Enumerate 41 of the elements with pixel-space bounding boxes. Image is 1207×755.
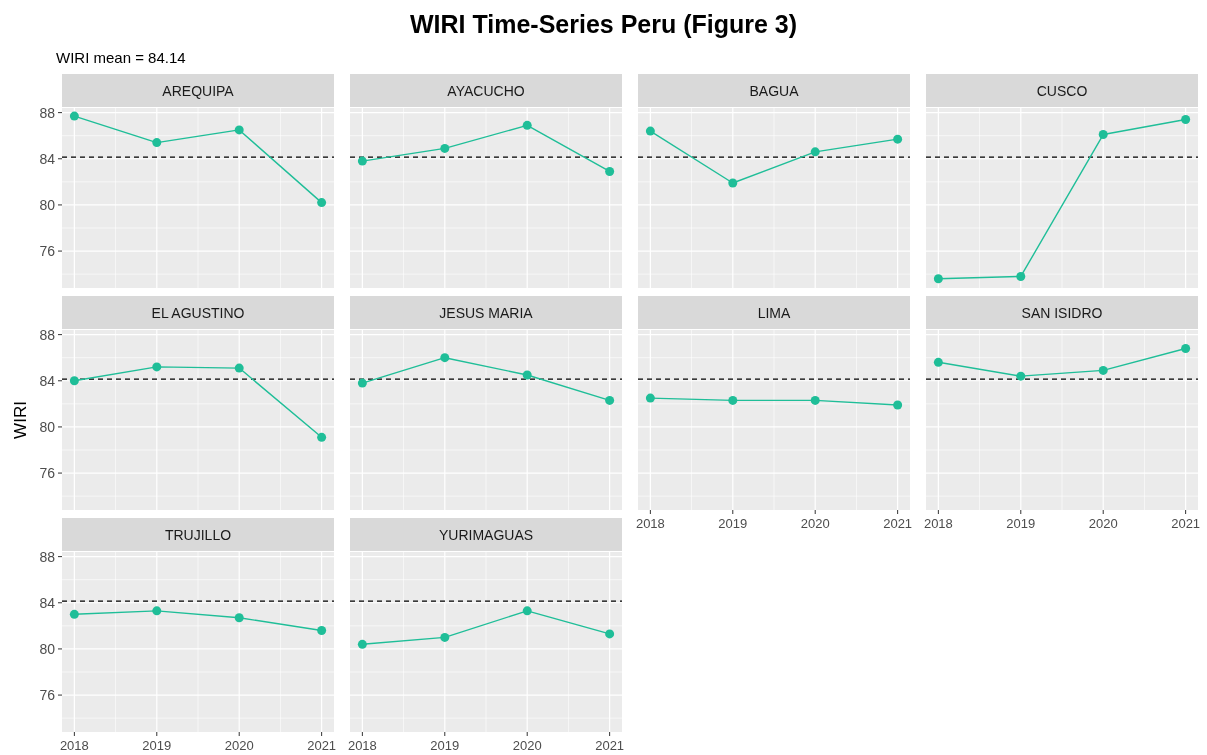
chart-title: EL AGUSTINO bbox=[151, 304, 245, 321]
x-tick-label: 2021 bbox=[1171, 516, 1201, 531]
chart-title: AREQUIPA bbox=[162, 82, 235, 99]
x-tick-label: 2021 bbox=[307, 738, 337, 753]
y-tick-label: 76 bbox=[39, 687, 56, 704]
x-tick-label: 2018 bbox=[635, 516, 665, 531]
chart-title: AYACUCHO bbox=[447, 82, 525, 99]
x-tick-label: 2018 bbox=[923, 516, 953, 531]
x-tick-label: 2020 bbox=[800, 516, 830, 531]
x-tick-label: 2019 bbox=[430, 738, 460, 753]
chart-title: CUSCO bbox=[1036, 82, 1088, 99]
text: WIRI Time-Series Peru (Figure 3) bbox=[409, 10, 798, 38]
x-tick-label: 2020 bbox=[224, 738, 254, 753]
y-tick-label: 80 bbox=[39, 196, 56, 213]
chart-title: LIMA bbox=[757, 304, 791, 321]
y-tick-label: 88 bbox=[39, 326, 56, 343]
x-tick-label: 2021 bbox=[883, 516, 913, 531]
chart-title: BAGUA bbox=[749, 82, 800, 99]
x-tick-label: 2021 bbox=[595, 738, 625, 753]
y-tick-label: 84 bbox=[39, 150, 56, 167]
y-tick-label: 88 bbox=[39, 548, 56, 565]
x-tick-label: 2020 bbox=[512, 738, 542, 753]
chart-title: JESUS MARIA bbox=[439, 304, 534, 321]
chart-title: TRUJILLO bbox=[164, 526, 232, 543]
y-tick-label: 76 bbox=[39, 465, 56, 482]
y-tick-label: 80 bbox=[39, 640, 56, 657]
x-tick-label: 2019 bbox=[718, 516, 748, 531]
y-tick-label: 88 bbox=[39, 104, 56, 121]
x-tick-label: 2018 bbox=[59, 738, 89, 753]
y-axis-title: WIRI bbox=[11, 401, 30, 439]
y-tick-label: 84 bbox=[39, 372, 56, 389]
y-tick-label: 76 bbox=[39, 243, 56, 260]
y-tick-label: 84 bbox=[39, 594, 56, 611]
text: WIRI mean = 84.14 bbox=[56, 49, 186, 66]
x-tick-label: 2019 bbox=[1006, 516, 1036, 531]
x-tick-label: 2020 bbox=[1088, 516, 1118, 531]
x-tick-label: 2019 bbox=[142, 738, 172, 753]
x-tick-label: 2018 bbox=[347, 738, 377, 753]
chart-title: SAN ISIDRO bbox=[1021, 304, 1103, 321]
chart-title: YURIMAGUAS bbox=[438, 526, 534, 543]
y-tick-label: 80 bbox=[39, 418, 56, 435]
